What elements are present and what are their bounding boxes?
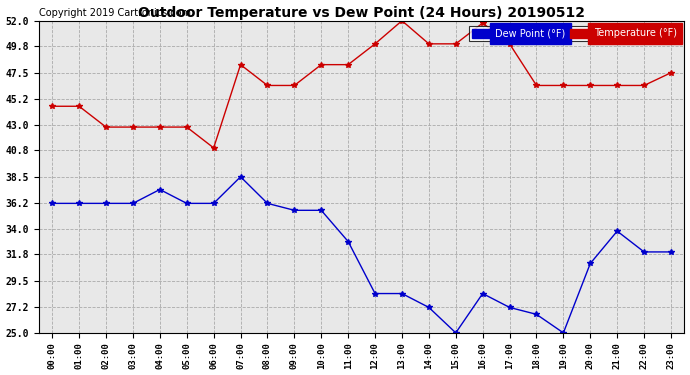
Title: Outdoor Temperature vs Dew Point (24 Hours) 20190512: Outdoor Temperature vs Dew Point (24 Hou… bbox=[138, 6, 585, 20]
Text: Copyright 2019 Cartronics.com: Copyright 2019 Cartronics.com bbox=[39, 8, 190, 18]
Legend: Dew Point (°F), Temperature (°F): Dew Point (°F), Temperature (°F) bbox=[469, 26, 680, 41]
